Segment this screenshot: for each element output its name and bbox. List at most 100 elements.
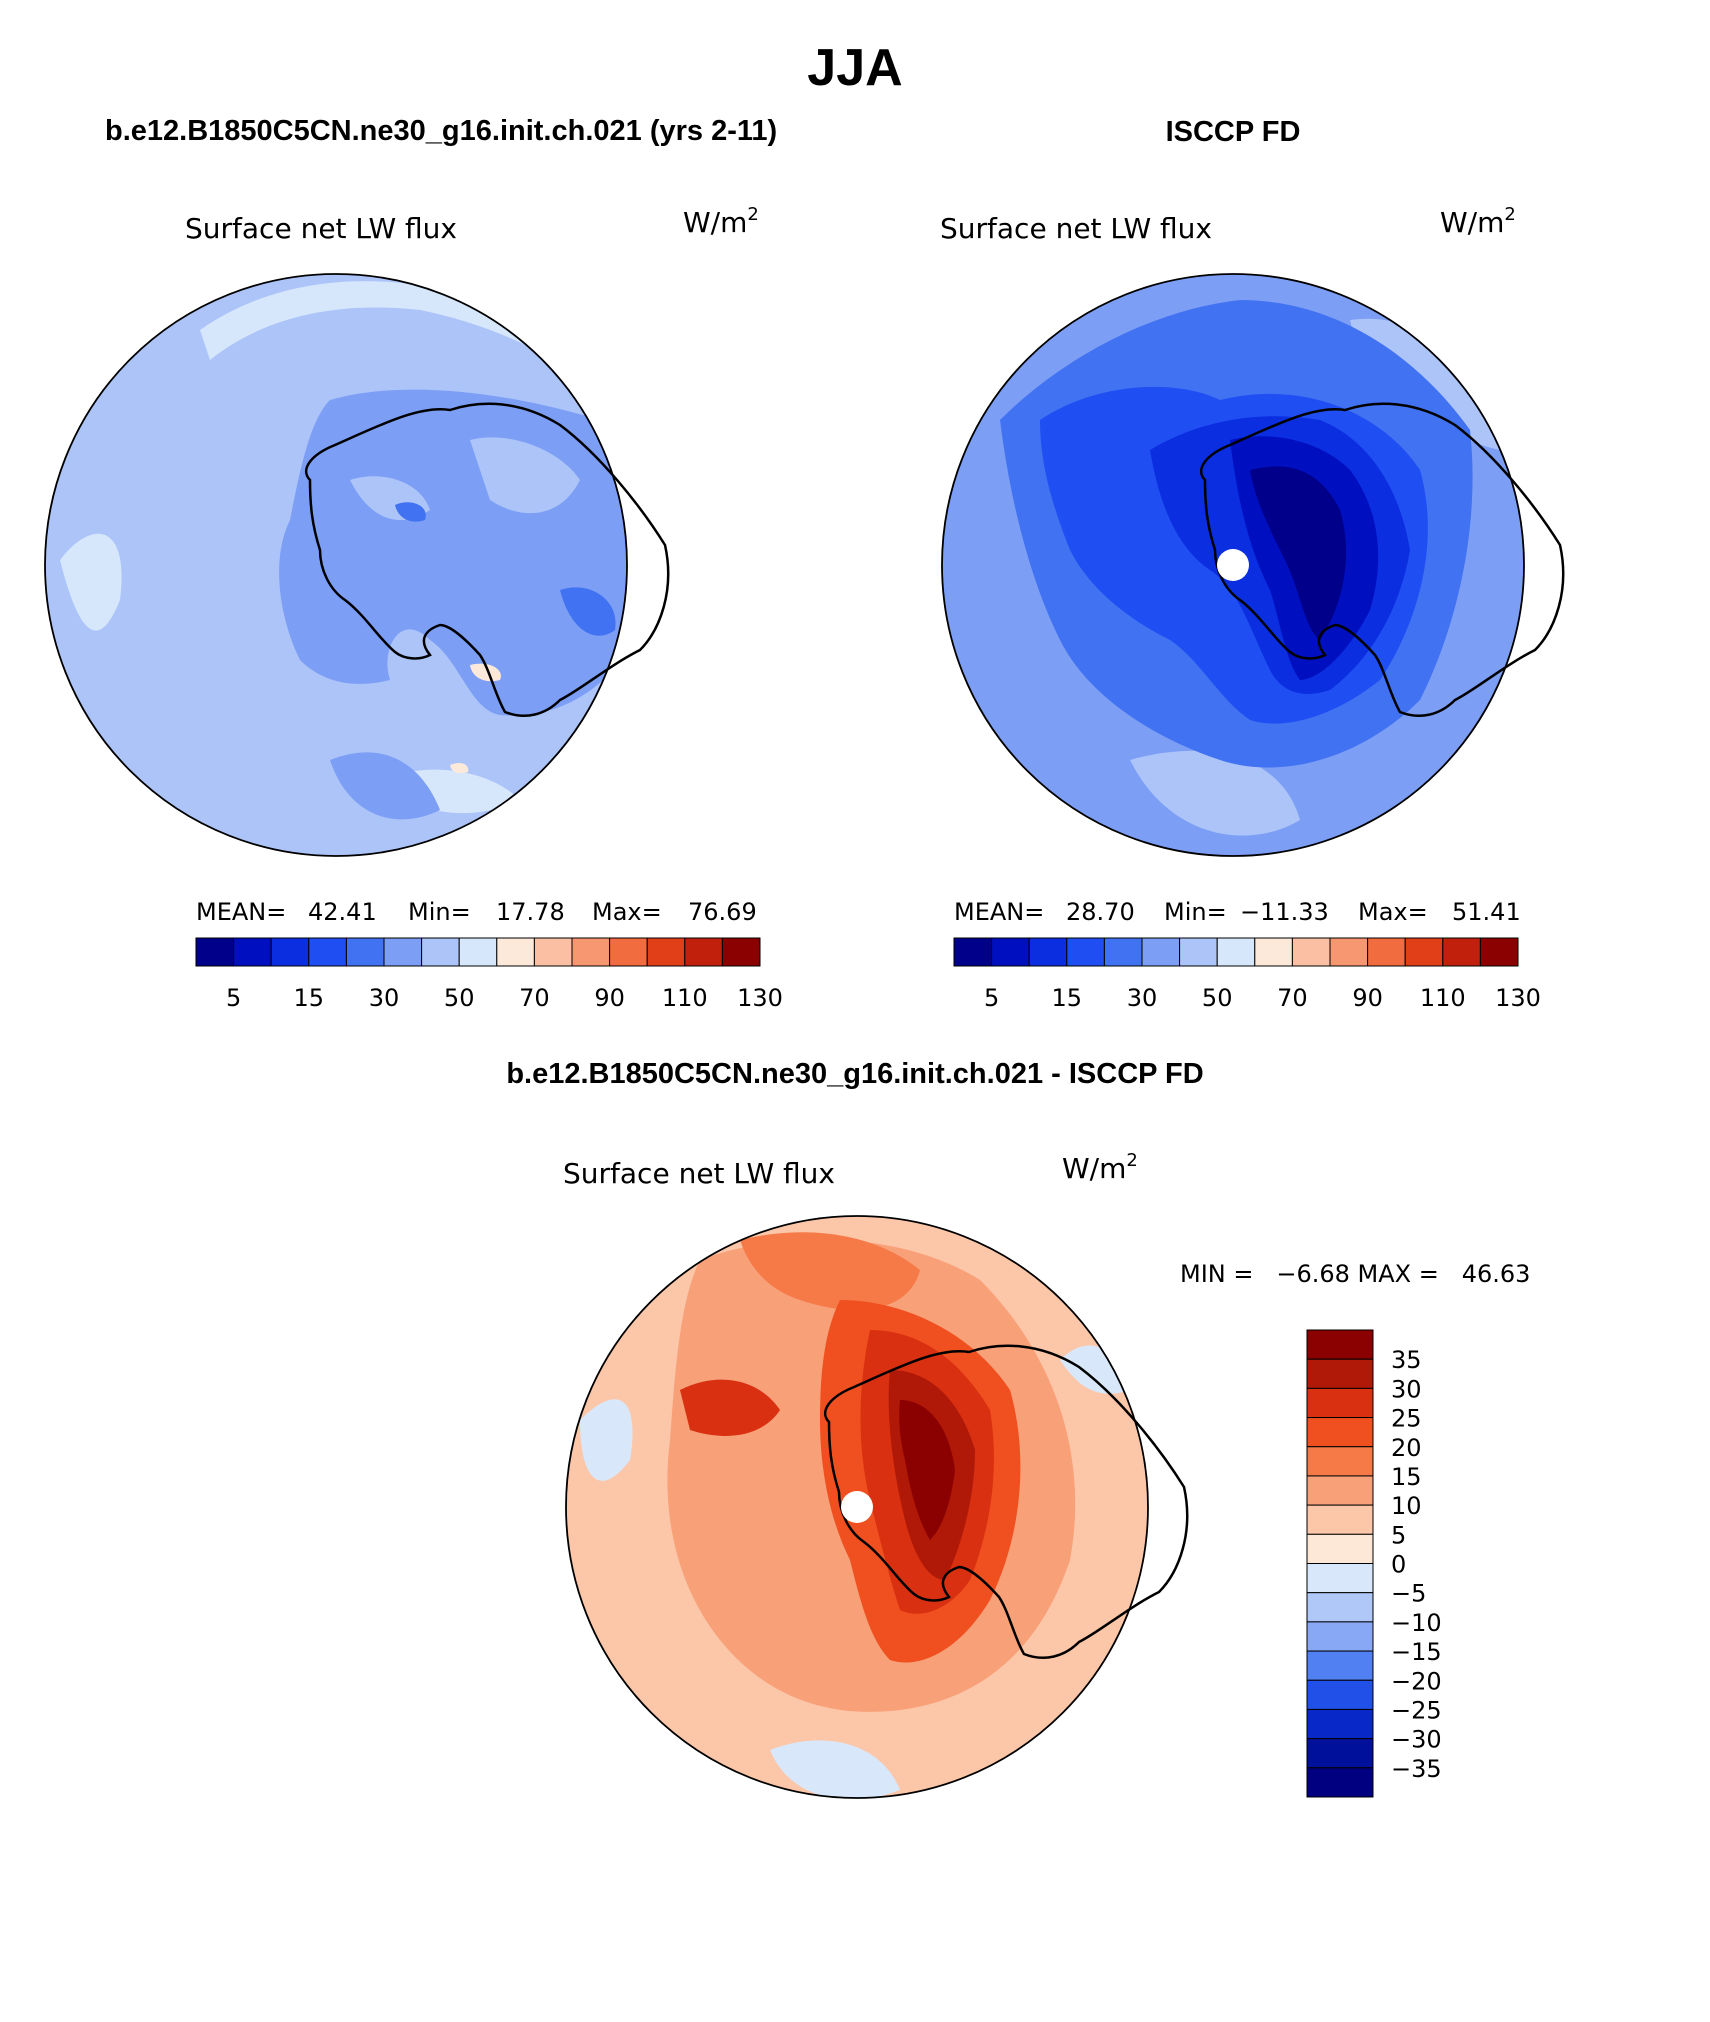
panel-a-colorbar-tick-label: 130 (737, 984, 783, 1012)
panel-c-pole-missing (841, 1491, 873, 1523)
panel-b-header: ISCCP FD (1166, 116, 1301, 148)
panel-a-stats: MEAN= 42.41 Min= 17.78 Max= 76.69 (196, 898, 757, 926)
panel-a-colorbar-swatch (195, 937, 235, 967)
panel-c-header: b.e12.B1850C5CN.ne30_g16.init.ch.021 - I… (506, 1058, 1203, 1090)
panel-a-colorbar-tick-label: 70 (519, 984, 550, 1012)
panel-b-colorbar-swatch (1442, 937, 1481, 967)
panel-c-colorbar-tick-label: −35 (1391, 1755, 1442, 1783)
panel-a-colorbar-swatch (421, 937, 460, 967)
panel-a-colorbar-swatch (496, 937, 535, 967)
panel-b-stats: MEAN= 28.70 Min= −11.33 Max= 51.41 (954, 898, 1521, 926)
panel-c-colorbar-swatch (1306, 1592, 1374, 1623)
panel-c-colorbar-tick-label: −25 (1391, 1696, 1442, 1724)
panel-a-colorbar-swatch (345, 937, 385, 967)
panel-b-colorbar-swatch (1066, 937, 1105, 967)
panel-a-colorbar-swatch (646, 937, 686, 967)
panel-c-variable: Surface net LW flux (563, 1157, 835, 1190)
panel-a-max-label: Max= (592, 898, 662, 926)
panel-b-pole-missing (1217, 549, 1249, 581)
panel-a-colorbar-tick-label: 50 (444, 984, 475, 1012)
panel-a-colorbar-tick-label: 30 (369, 984, 400, 1012)
panel-a-mean-value: 42.41 (308, 898, 377, 926)
panel-c-colorbar-swatch (1306, 1650, 1374, 1681)
panel-c-colorbar-swatch (1306, 1387, 1374, 1419)
panel-c-colorbar-tick-label: 35 (1391, 1346, 1422, 1374)
panel-b-colorbar-swatch (1367, 937, 1406, 967)
panel-c-colorbar-tick-label: −30 (1391, 1726, 1442, 1754)
panel-b-colorbar-tick-label: 110 (1420, 984, 1466, 1012)
panel-b-colorbar: 5 15 30 50 70 90 110 130 (953, 937, 1541, 1012)
panel-b-min-value: −11.33 (1240, 898, 1329, 926)
panel-c-colorbar-swatch (1306, 1708, 1374, 1740)
panel-c-colorbar-swatch (1306, 1475, 1374, 1506)
panel-b-colorbar-swatch (1103, 937, 1143, 967)
panel-c-colorbar-tick-label: −10 (1391, 1609, 1442, 1637)
panel-b-colorbar-tick-label: 90 (1352, 984, 1383, 1012)
panel-a-colorbar-swatch (721, 937, 761, 967)
panel-c-colorbar-tick-label: −5 (1391, 1580, 1426, 1608)
panel-c-colorbar-tick-label: 30 (1391, 1375, 1422, 1403)
panel-b-colorbar-tick-label: 5 (984, 984, 999, 1012)
panel-a-colorbar-swatch (233, 937, 272, 967)
figure-title: JJA (807, 39, 902, 97)
panel-c-colorbar-tick-label: 5 (1391, 1521, 1406, 1549)
panel-a-colorbar-swatch (609, 937, 648, 967)
panel-c-colorbar-swatch (1306, 1417, 1374, 1448)
panel-c-colorbar-tick-label: 10 (1391, 1492, 1422, 1520)
panel-a-colorbar-swatch (383, 937, 423, 967)
panel-b-colorbar-swatch (1329, 937, 1369, 967)
panel-b-mean-label: MEAN= (954, 898, 1044, 926)
panel-a-colorbar-tick-label: 5 (226, 984, 241, 1012)
panel-a-colorbar-swatch (684, 937, 723, 967)
panel-a-mean-label: MEAN= (196, 898, 286, 926)
panel-c-colorbar-swatch (1306, 1621, 1374, 1652)
panel-a-colorbar-swatch (533, 937, 573, 967)
panel-a-header: b.e12.B1850C5CN.ne30_g16.init.ch.021 (yr… (105, 115, 777, 147)
panel-b-colorbar-tick-label: 50 (1202, 984, 1233, 1012)
panel-c-colorbar-swatch (1306, 1329, 1374, 1360)
panel-b-colorbar-tick-label: 70 (1277, 984, 1308, 1012)
panel-b-colorbar-swatch (1404, 937, 1444, 967)
panel-c-colorbar-swatch (1306, 1767, 1374, 1798)
panel-b-map (941, 273, 1565, 857)
panel-a-min-label: Min= (408, 898, 471, 926)
panel-b-units: W/m2 (1440, 204, 1516, 239)
panel-c-colorbar-tick-label: 15 (1391, 1463, 1422, 1491)
panel-a-colorbar-swatch (458, 937, 498, 967)
panel-c-units: W/m2 (1062, 1150, 1138, 1185)
panel-a-colorbar-swatch (308, 937, 347, 967)
panel-b-colorbar-swatch (1254, 937, 1293, 967)
panel-c-colorbar-swatch (1306, 1563, 1374, 1594)
panel-b-colorbar-tick-label: 30 (1127, 984, 1158, 1012)
panel-a-colorbar-tick-label: 110 (662, 984, 708, 1012)
panel-b-colorbar-swatch (1479, 937, 1519, 967)
panel-b-mean-value: 28.70 (1066, 898, 1135, 926)
panel-b-max-value: 51.41 (1452, 898, 1521, 926)
panel-b-colorbar-swatch (1028, 937, 1068, 967)
panel-c-colorbar-swatch (1306, 1738, 1374, 1769)
panel-a-min-value: 17.78 (496, 898, 565, 926)
panel-a-units: W/m2 (683, 204, 759, 239)
panel-c-colorbar-swatch (1306, 1679, 1374, 1710)
panel-a-colorbar-swatch (270, 937, 310, 967)
panel-b-colorbar-swatch (1141, 937, 1181, 967)
panel-b-colorbar-tick-label: 130 (1495, 984, 1541, 1012)
panel-c-colorbar-tick-label: −20 (1391, 1667, 1442, 1695)
panel-b-variable: Surface net LW flux (940, 212, 1212, 245)
panel-b-colorbar-swatch (1179, 937, 1218, 967)
panel-c-colorbar-tick-label: 25 (1391, 1405, 1422, 1433)
panel-c-colorbar-swatch (1306, 1446, 1374, 1477)
panel-c-map (565, 1215, 1189, 1799)
panel-a-max-value: 76.69 (688, 898, 757, 926)
panel-c-colorbar-swatch (1306, 1533, 1374, 1564)
panel-b-max-label: Max= (1358, 898, 1428, 926)
panel-c-colorbar-tick-label: 20 (1391, 1434, 1422, 1462)
panel-b-colorbar-swatch (1291, 937, 1331, 967)
panel-a-colorbar: 5 15 30 50 70 90 110 130 (195, 937, 783, 1012)
panel-c-colorbar-swatch (1306, 1504, 1374, 1535)
panel-b-colorbar-swatch (1216, 937, 1256, 967)
panel-b-min-label: Min= (1164, 898, 1227, 926)
panel-c-minmax: MIN = −6.68 MAX = 46.63 (1180, 1260, 1530, 1288)
panel-c-colorbar-tick-label: 0 (1391, 1551, 1406, 1579)
